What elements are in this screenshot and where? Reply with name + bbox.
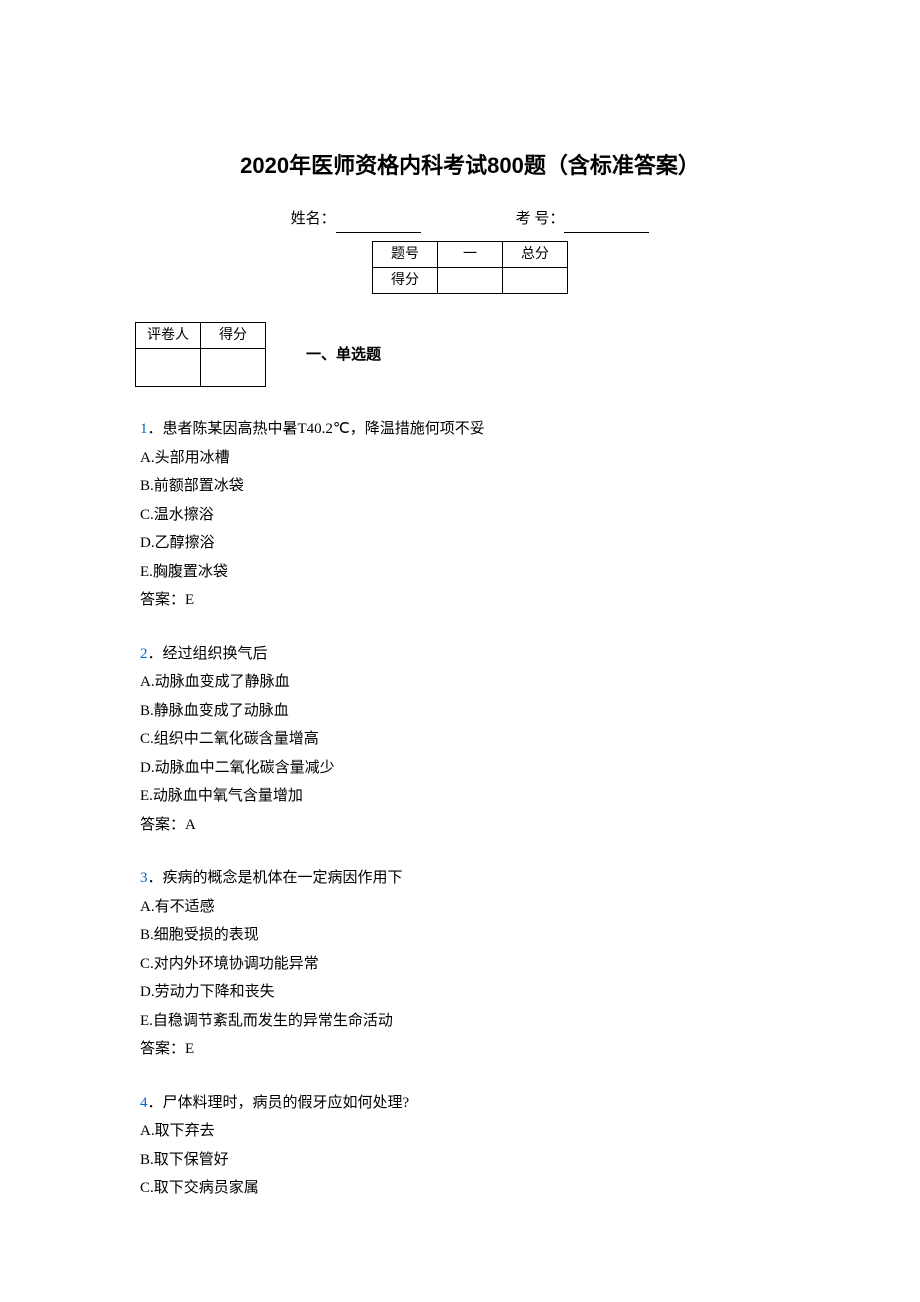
- section-label: 一、单选题: [306, 341, 381, 370]
- id-label: 考 号：: [516, 211, 565, 227]
- q1-opt-b: B.前额部置冰袋: [140, 472, 800, 501]
- id-blank: [564, 215, 649, 233]
- q2-opt-c: C.组织中二氧化碳含量增高: [140, 725, 800, 754]
- q4-opt-c: C.取下交病员家属: [140, 1174, 800, 1203]
- q1-answer: 答案：E: [140, 586, 800, 615]
- q1-opt-a: A.头部用冰槽: [140, 444, 800, 473]
- grader-blank1: [136, 349, 201, 387]
- q2-opt-d: D.动脉血中二氧化碳含量减少: [140, 754, 800, 783]
- q3-stem: 3．疾病的概念是机体在一定病因作用下: [140, 864, 800, 893]
- q3-opt-a: A.有不适感: [140, 893, 800, 922]
- q4-num: 4: [140, 1095, 148, 1111]
- q4-opt-b: B.取下保管好: [140, 1146, 800, 1175]
- score-header-2: 总分: [503, 242, 568, 268]
- q2-num: 2: [140, 646, 148, 662]
- q2-text: ．经过组织换气后: [148, 646, 268, 662]
- score-table-wrap: 题号 一 总分 得分: [140, 241, 800, 294]
- question-1: 1．患者陈某因高热中暑T40.2℃，降温措施何项不妥 A.头部用冰槽 B.前额部…: [140, 415, 800, 615]
- q3-answer: 答案：E: [140, 1035, 800, 1064]
- grader-col2: 得分: [201, 323, 266, 349]
- q1-num: 1: [140, 421, 148, 437]
- q4-text: ．尸体料理时，病员的假牙应如何处理?: [148, 1095, 410, 1111]
- q3-opt-c: C.对内外环境协调功能异常: [140, 950, 800, 979]
- section-row: 评卷人 得分 一、单选题: [140, 322, 800, 387]
- q2-stem: 2．经过组织换气后: [140, 640, 800, 669]
- question-2: 2．经过组织换气后 A.动脉血变成了静脉血 B.静脉血变成了动脉血 C.组织中二…: [140, 640, 800, 840]
- q3-text: ．疾病的概念是机体在一定病因作用下: [148, 870, 403, 886]
- grader-col1: 评卷人: [136, 323, 201, 349]
- q1-opt-c: C.温水擦浴: [140, 501, 800, 530]
- q1-opt-d: D.乙醇擦浴: [140, 529, 800, 558]
- q3-opt-d: D.劳动力下降和丧失: [140, 978, 800, 1007]
- score-row-label: 得分: [373, 268, 438, 294]
- q1-stem: 1．患者陈某因高热中暑T40.2℃，降温措施何项不妥: [140, 415, 800, 444]
- q1-text: ．患者陈某因高热中暑T40.2℃，降温措施何项不妥: [148, 421, 485, 437]
- q3-opt-e: E.自稳调节紊乱而发生的异常生命活动: [140, 1007, 800, 1036]
- score-header-1: 一: [438, 242, 503, 268]
- q3-num: 3: [140, 870, 148, 886]
- q2-opt-e: E.动脉血中氧气含量增加: [140, 782, 800, 811]
- grader-blank2: [201, 349, 266, 387]
- score-header-0: 题号: [373, 242, 438, 268]
- q4-opt-a: A.取下弃去: [140, 1117, 800, 1146]
- grader-table: 评卷人 得分: [135, 322, 266, 387]
- q3-opt-b: B.细胞受损的表现: [140, 921, 800, 950]
- q4-stem: 4．尸体料理时，病员的假牙应如何处理?: [140, 1089, 800, 1118]
- score-table: 题号 一 总分 得分: [372, 241, 568, 294]
- name-label: 姓名：: [291, 211, 336, 227]
- score-cell-1: [438, 268, 503, 294]
- question-3: 3．疾病的概念是机体在一定病因作用下 A.有不适感 B.细胞受损的表现 C.对内…: [140, 864, 800, 1064]
- page-title: 2020年医师资格内科考试800题（含标准答案）: [140, 145, 800, 187]
- question-4: 4．尸体料理时，病员的假牙应如何处理? A.取下弃去 B.取下保管好 C.取下交…: [140, 1089, 800, 1203]
- score-cell-total: [503, 268, 568, 294]
- q2-opt-a: A.动脉血变成了静脉血: [140, 668, 800, 697]
- name-blank: [336, 215, 421, 233]
- q2-opt-b: B.静脉血变成了动脉血: [140, 697, 800, 726]
- info-line: 姓名： 考 号：: [140, 205, 800, 234]
- q1-opt-e: E.胸腹置冰袋: [140, 558, 800, 587]
- q2-answer: 答案：A: [140, 811, 800, 840]
